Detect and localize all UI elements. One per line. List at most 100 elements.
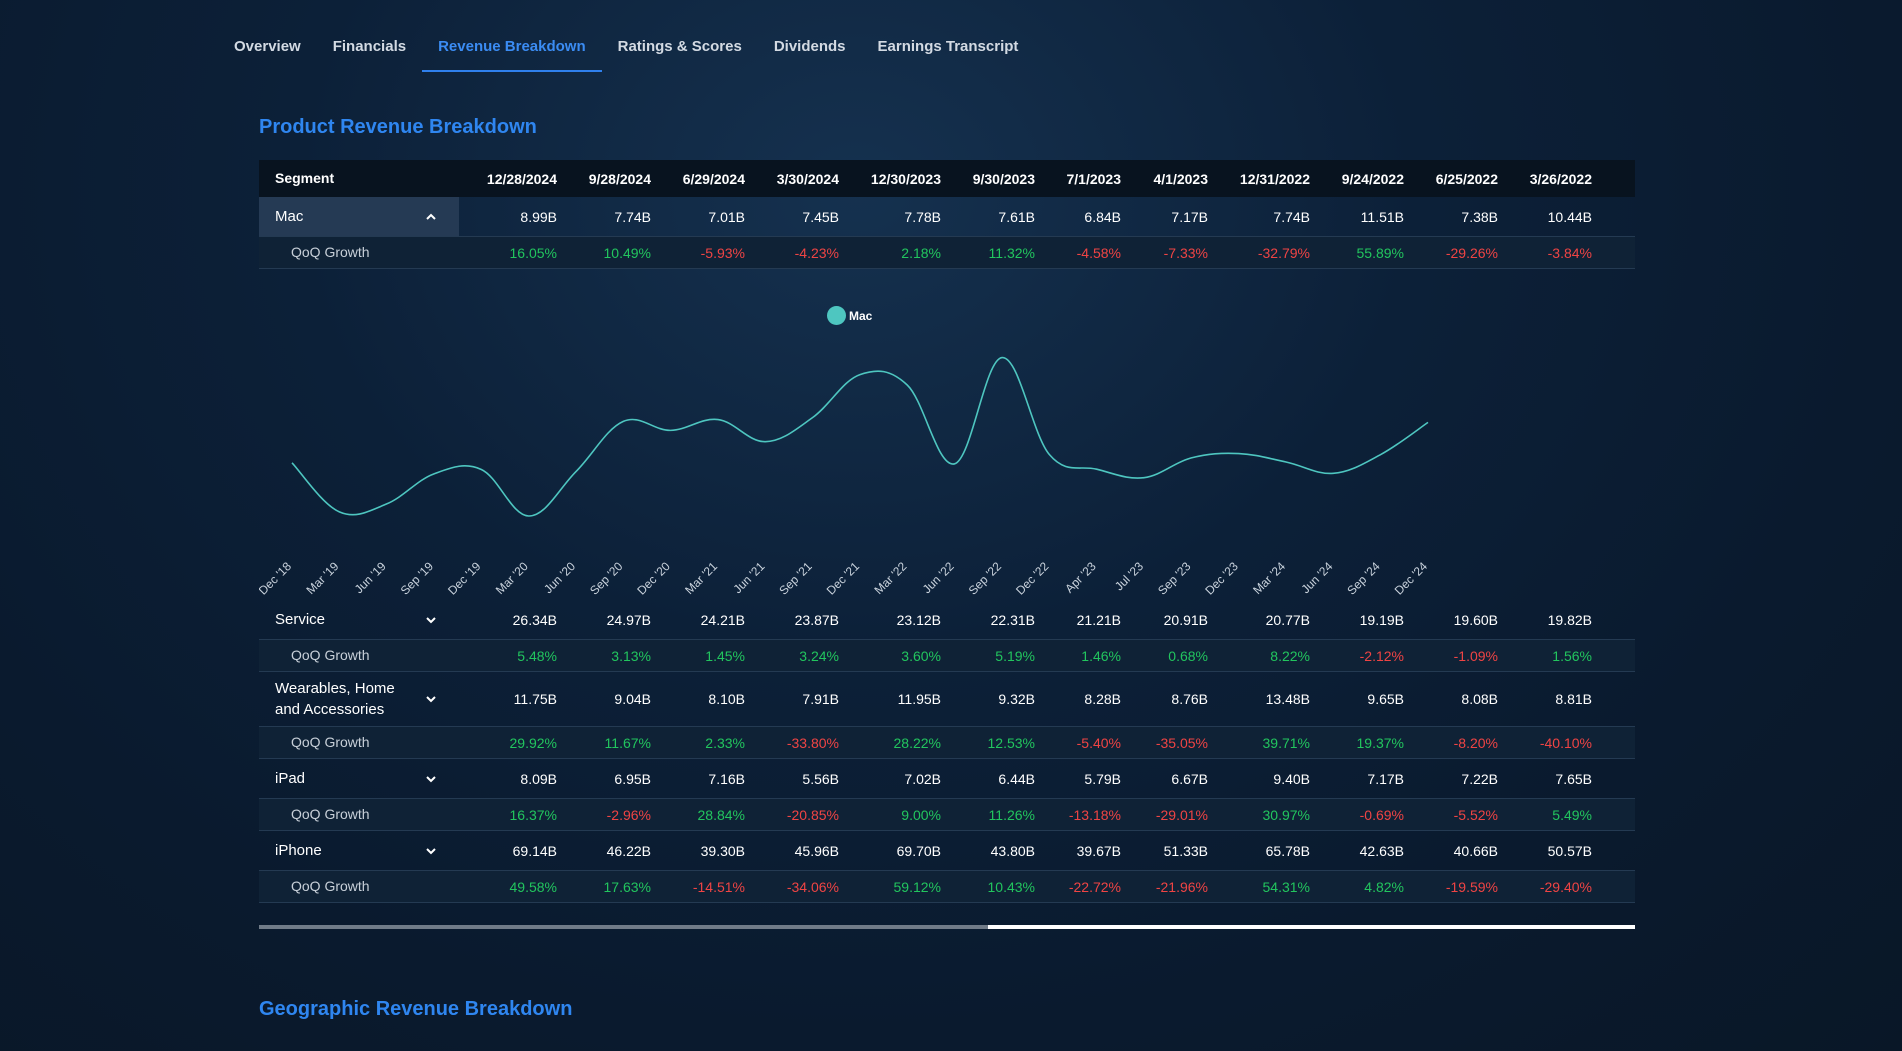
tab-financials[interactable]: Financials: [332, 38, 407, 55]
qoq-value: 29.92%: [509, 734, 557, 751]
column-header: 12/28/2024: [486, 170, 557, 187]
product-revenue-title: Product Revenue Breakdown: [259, 116, 537, 138]
revenue-value: 7.01B: [708, 208, 745, 225]
qoq-value: -13.18%: [1068, 806, 1121, 823]
revenue-value: 8.09B: [520, 770, 557, 787]
revenue-value: 19.19B: [1359, 611, 1404, 628]
qoq-value: 16.37%: [509, 806, 557, 823]
qoq-value: -20.85%: [786, 806, 839, 823]
revenue-value: 7.91B: [802, 691, 839, 707]
column-header: 9/24/2022: [1341, 170, 1404, 187]
revenue-value: 7.65B: [1555, 770, 1592, 787]
chevron-down-icon[interactable]: [424, 613, 438, 627]
scrollbar-thumb[interactable]: [259, 925, 989, 929]
qoq-value: 5.48%: [517, 647, 557, 664]
qoq-value: 28.84%: [697, 806, 745, 823]
revenue-value: 65.78B: [1265, 842, 1310, 859]
x-tick-label: Dec '18: [259, 559, 294, 595]
column-header: 12/: [1592, 160, 1635, 197]
qoq-value: -2.12%: [1359, 647, 1404, 664]
x-tick-label: Dec '22: [1013, 559, 1052, 595]
segment-name-wearables-home-and-accessories[interactable]: Wearables, Home and Accessories: [259, 672, 459, 726]
revenue-value: 7.38B: [1461, 208, 1498, 225]
qoq-value: -29.26%: [1445, 244, 1498, 261]
qoq-value: 3.13%: [611, 647, 651, 664]
legend-mac-marker: [827, 306, 846, 325]
qoq-label-label: QoQ Growth: [291, 647, 370, 663]
qoq-label: QoQ Growth: [259, 871, 459, 902]
x-tick-label: Sep '24: [1344, 559, 1383, 595]
x-tick-label: Sep '22: [966, 559, 1005, 595]
revenue-value: 9.32B: [998, 691, 1035, 707]
qoq-value: 55.89%: [1356, 244, 1404, 261]
segment-name-mac[interactable]: Mac: [259, 197, 459, 236]
segment-row-service: Service 26.34B 24.97B 24.21B 23.87B 23.12B 22.…: [259, 600, 1635, 639]
qoq-value: 11.67%: [604, 734, 651, 751]
revenue-value: 69.70B: [896, 842, 941, 859]
table-horizontal-scrollbar[interactable]: [259, 925, 1635, 929]
x-tick-label: Dec '23: [1202, 559, 1241, 595]
mac-revenue-chart: Dec '18 Mar '19 Jun '19 Sep '19 Dec '19 Mar '…: [259, 356, 1430, 595]
segment-row-ipad: iPad 8.09B 6.95B 7.16B 5.56B 7.02B 6.44B 5.79B 6…: [259, 759, 1635, 798]
segment-row-iphone: iPhone 69.14B 46.22B 39.30B 45.96B 69.70B 43.8…: [259, 831, 1635, 870]
revenue-value: 6.44B: [998, 770, 1035, 787]
qoq-label-label: QoQ Growth: [291, 878, 370, 894]
qoq-value: 2.18%: [901, 244, 941, 261]
segment-row-wearables-home-and-accessories: Wearables, Home and Accessories 11.75B 9.0…: [259, 672, 1635, 726]
qoq-row-wearables-home-and-accessories: QoQ Growth 29.92% 11.67% 2.33% -33.80% 28.22%…: [259, 726, 1635, 759]
qoq-value: -5.40%: [1076, 734, 1121, 751]
qoq-label: QoQ Growth: [259, 727, 459, 758]
qoq-value: 19.37%: [1356, 734, 1404, 751]
x-tick-label: Dec '19: [445, 559, 484, 595]
segment-header: Segment: [259, 160, 459, 197]
revenue-value: 5.56B: [802, 770, 839, 787]
chevron-down-icon[interactable]: [424, 844, 438, 858]
table-header-row: Segment 12/28/2024 9/28/2024 6/29/2024 3/30/…: [259, 160, 1635, 197]
revenue-value: 7.74B: [1273, 208, 1310, 225]
segment-row-mac: Mac 8.99B 7.74B 7.01B 7.45B 7.78B 7.61B 6.84B 7.…: [259, 197, 1635, 236]
revenue-value: 13.48B: [1265, 691, 1310, 707]
revenue-value: 24.21B: [700, 611, 745, 628]
qoq-label: QoQ Growth: [259, 640, 459, 671]
tab-dividends[interactable]: Dividends: [773, 38, 846, 55]
qoq-value: -29.01%: [1155, 806, 1208, 823]
qoq-label-label: QoQ Growth: [291, 244, 370, 260]
qoq-value: 11.32%: [988, 244, 1035, 261]
qoq-value: 59.12%: [893, 878, 941, 895]
chevron-down-icon[interactable]: [424, 772, 438, 786]
qoq-value: -40.10%: [1539, 734, 1592, 751]
revenue-value: 46.22B: [606, 842, 651, 859]
revenue-value: 6.95B: [614, 770, 651, 787]
revenue-value: 20.77B: [1265, 611, 1310, 628]
revenue-value: 6.84B: [1084, 208, 1121, 225]
tab-ratings-scores[interactable]: Ratings & Scores: [617, 38, 742, 55]
revenue-value: 51.33B: [1163, 842, 1208, 859]
segment-name-service[interactable]: Service: [259, 600, 459, 639]
qoq-value: 11.26%: [988, 806, 1035, 823]
tab-earnings-transcript[interactable]: Earnings Transcript: [877, 38, 1019, 55]
chevron-down-icon[interactable]: [424, 692, 438, 706]
segment-name-iphone[interactable]: iPhone: [259, 831, 459, 870]
column-header: 9/30/2023: [972, 170, 1035, 187]
qoq-row-iphone: QoQ Growth 49.58% 17.63% -14.51% -34.06% 59.1…: [259, 870, 1635, 903]
column-header: 4/1/2023: [1153, 170, 1209, 187]
qoq-value: -0.69%: [1359, 806, 1404, 823]
qoq-value: -21.96%: [1155, 878, 1208, 895]
revenue-value: 6.67B: [1171, 770, 1208, 787]
qoq-value: 5.19%: [995, 647, 1035, 664]
revenue-value: 7.78B: [904, 208, 941, 225]
qoq-value: -4.23%: [794, 244, 839, 261]
column-header: 6/25/2022: [1435, 170, 1498, 187]
chevron-up-icon[interactable]: [424, 210, 438, 224]
revenue-value: 11.95B: [897, 691, 941, 707]
qoq-row-service: QoQ Growth 5.48% 3.13% 1.45% 3.24% 3.60% 5.19%…: [259, 639, 1635, 672]
column-header: 3/30/2024: [776, 170, 839, 187]
segment-name-ipad[interactable]: iPad: [259, 759, 459, 798]
qoq-value: 2.33%: [705, 734, 745, 751]
revenue-value: 10.44B: [1547, 208, 1592, 225]
qoq-value: -29.40%: [1539, 878, 1592, 895]
tab-overview[interactable]: Overview: [234, 38, 301, 55]
revenue-value: 8.10B: [708, 691, 745, 707]
tab-revenue-breakdown[interactable]: Revenue Breakdown: [422, 30, 602, 72]
chart-legend[interactable]: Mac: [827, 306, 872, 325]
